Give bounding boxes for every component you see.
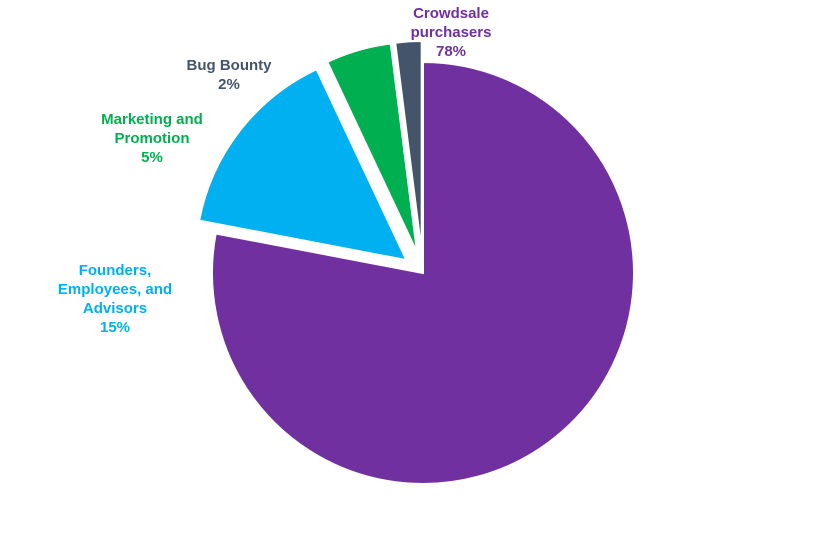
slice-label-crowdsale-purchasers-value: 78% — [435, 43, 467, 60]
pie-slice-marketing-and — [325, 42, 419, 254]
slice-label-founders-line-1: Founders, — [78, 262, 152, 279]
slice-label-crowdsale-purchasers: Crowdsale purchasers 78% — [411, 4, 492, 61]
slice-label-bug-bounty-line-1: Bug Bounty — [186, 57, 272, 74]
slice-label-bug-bounty-value: 2% — [218, 76, 240, 93]
pie-slice-crowdsale — [211, 60, 635, 485]
slice-label-founders-line-2: Employees, and — [57, 281, 173, 298]
slice-label-founders-line-3: Advisors — [82, 300, 148, 317]
slice-label-founders-value: 15% — [99, 319, 131, 336]
slice-label-crowdsale-purchasers-line-2: purchasers — [410, 24, 492, 41]
slice-label-marketing-line-1: Marketing and — [101, 111, 203, 128]
slice-label-bug-bounty: Bug Bounty 2% — [187, 56, 272, 94]
slice-label-marketing: Marketing and Promotion 5% — [101, 110, 203, 167]
slice-label-marketing-line-2: Promotion — [114, 130, 190, 147]
pie-slice-founders — [197, 67, 409, 262]
pie-slice-bug-bounty — [394, 40, 423, 253]
slice-label-crowdsale-purchasers-line-1: Crowdsale — [413, 5, 489, 22]
slice-label-marketing-value: 5% — [141, 149, 163, 166]
slice-label-founders: Founders, Employees, and Advisors 15% — [58, 261, 172, 337]
